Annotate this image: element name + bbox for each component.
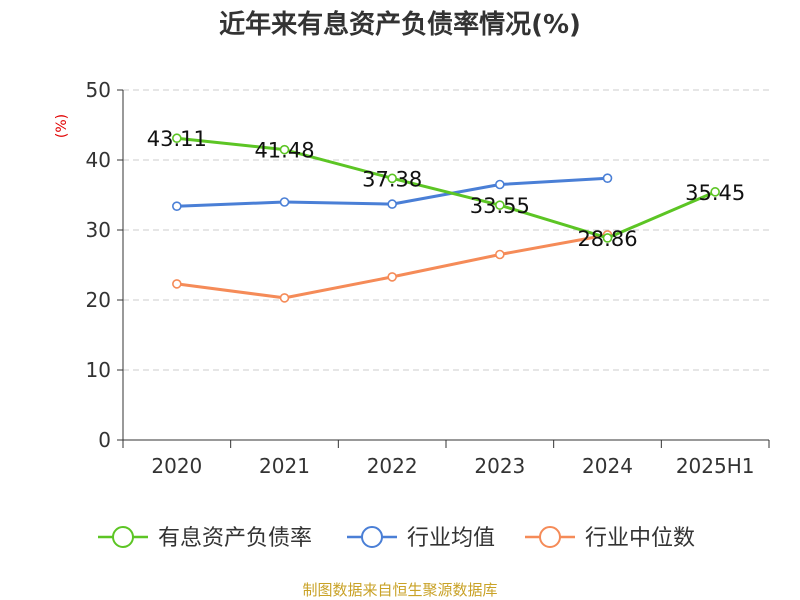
data-point [172, 279, 182, 289]
x-tick-label: 2022 [367, 454, 418, 478]
data-point [279, 144, 290, 155]
data-point [602, 173, 613, 183]
y-tick-label: 50 [86, 78, 111, 102]
data-point [495, 179, 505, 190]
y-tick-label: 0 [98, 428, 111, 452]
x-tick-label: 2023 [474, 454, 525, 478]
y-tick-label: 20 [86, 288, 111, 312]
data-point [279, 293, 290, 303]
data-label: 43.11 [147, 127, 207, 151]
data-point [495, 200, 505, 210]
series-line [176, 233, 608, 300]
source-note: 制图数据来自恒生聚源数据库 [302, 581, 498, 599]
data-point [387, 272, 397, 282]
y-tick-label: 10 [86, 358, 111, 382]
data-label: 35.45 [685, 181, 745, 205]
data-point [710, 187, 720, 197]
x-tick-label: 2021 [259, 454, 310, 478]
legend-swatch-marker [361, 526, 383, 548]
x-tick-label: 2025H1 [676, 454, 755, 478]
y-tick-label: 30 [86, 218, 111, 242]
legend-label: 有息资产负债率 [158, 526, 312, 551]
data-point [279, 197, 290, 207]
grid-lines [123, 89, 769, 371]
data-label: 28.86 [577, 227, 637, 251]
legend-label: 行业均值 [407, 526, 495, 551]
axes: 0 10 20 30 40 50 2020 2021 2022 2023 2024 2025H1 [86, 78, 770, 478]
x-tick-label: 2020 [151, 454, 202, 478]
data-label: 33.55 [470, 194, 530, 218]
data-label: 37.38 [362, 167, 422, 191]
data-point [387, 173, 397, 184]
data-point [602, 233, 613, 243]
data-point [172, 201, 182, 211]
data-point [172, 133, 182, 144]
legend-swatch-marker [539, 526, 561, 548]
data-point [495, 249, 505, 260]
data-label: 41.48 [254, 139, 314, 163]
series-layer [172, 133, 720, 303]
series-line [176, 136, 716, 240]
legend-swatch-marker [112, 526, 134, 548]
data-labels: 43.11 41.48 37.38 33.55 28.86 35.45 [147, 127, 745, 251]
y-tick-label: 40 [86, 148, 111, 172]
data-point [387, 199, 397, 209]
chart-title: 近年来有息资产负债率情况(%) [219, 10, 581, 40]
x-tick-label: 2024 [582, 454, 633, 478]
legend: 有息资产负债率 行业均值 行业中位数 [98, 526, 695, 551]
legend-label: 行业中位数 [585, 526, 695, 551]
